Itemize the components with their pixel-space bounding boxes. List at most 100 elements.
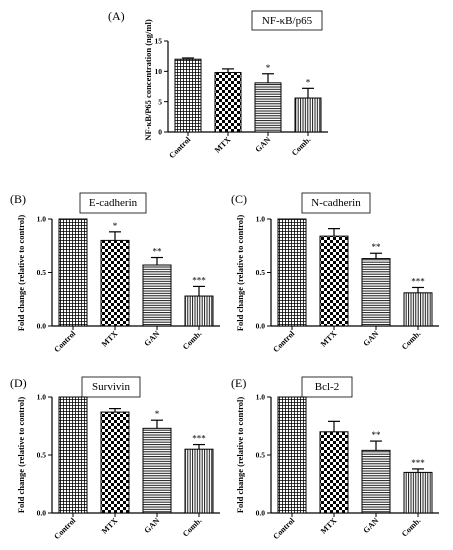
panel-a-category-label: GAN [253,135,272,154]
panel-e-bar-comb [403,471,433,514]
panel-e-category-label: MTX [319,516,339,536]
panel-d-category-label: Comb. [181,516,204,539]
panel-b-plot: 0.0 0.5 1.0 Control * MTX ** GAN *** Comb. [37,215,220,355]
panel-b-ytick-label: 1.0 [37,215,47,224]
panel-e-category-label: Comb. [400,516,423,539]
panel-b-significance: * [113,221,118,231]
panel-d: (D) Survivin Fold change (relative to co… [10,376,220,541]
panel-a-plot: 0 5 10 15 Control MTX * GAN * Comb. [155,37,328,161]
panel-b-letter: (B) [10,192,26,206]
panel-c-title-box [301,192,371,214]
panel-a: (A) NF-κB/p65 NF-κB/P65 concentration (n… [108,9,328,160]
panel-e-letter: (E) [231,376,246,390]
panel-e-ytick-label: 1.0 [256,393,266,402]
panel-b-significance: ** [153,247,163,257]
panel-c-bar-mtx [319,235,349,327]
panel-e-title: Bcl-2 [315,381,339,393]
panel-b-title: E-cadherin [89,197,138,209]
panel-e-bar-mtx [319,431,349,514]
panel-e-ylabel-text: Fold change (relative to control) [235,397,245,513]
panel-e-plot: 0.0 0.5 1.0 Control MTX ** GAN *** Comb. [256,393,439,542]
panel-a-category-label: Control [167,135,193,161]
panel-d-bar-mtx [100,411,130,514]
panel-d-category-label: GAN [142,516,161,535]
panel-d-ylabel-text: Fold change (relative to control) [16,397,26,513]
panel-c-bar-control [277,218,307,327]
panel-a-category-label: MTX [213,135,233,155]
panel-a-significance: * [306,77,311,87]
panel-e-ylabel: Fold change (relative to control) [235,397,245,513]
panel-d-bar-comb [184,448,214,514]
panel-c-ytick-label: 0.5 [256,268,266,277]
panel-c-significance: *** [411,276,425,286]
panel-a-category-label: Comb. [290,135,313,158]
panel-a-bar-gan [254,82,282,133]
panel-c-title: N-cadherin [311,197,361,209]
panel-d-ytick-label: 1.0 [37,393,47,402]
panel-b-bar-mtx [100,239,130,327]
panel-a-ytick-label: 0 [158,128,162,137]
panel-b-significance: *** [192,275,206,285]
panel-c-category-label: Comb. [400,329,423,352]
panel-a-ylabel: NF-κB/P65 concentration (ng/ml) [143,19,153,141]
panel-a-bar-comb [294,97,322,133]
panel-d-category-label: MTX [100,516,120,536]
panel-d-ytick-label: 0.0 [37,509,47,518]
panel-a-ytick-label: 5 [158,97,162,106]
panel-c-bar-gan [361,258,391,327]
panel-e: (E) Bcl-2 Fold change (relative to contr… [231,376,439,541]
panel-d-title-box [81,376,141,398]
panel-b-ylabel: Fold change (relative to control) [16,215,26,331]
panel-a-bar-mtx [214,72,242,133]
panel-b-title-box [79,192,147,214]
panel-a-title-box [251,10,323,31]
panel-d-ylabel: Fold change (relative to control) [16,397,26,513]
panel-c: (C) N-cadherin Fold change (relative to … [231,192,439,354]
panel-c-plot: 0.0 0.5 1.0 Control MTX ** GAN *** Comb. [256,215,439,355]
panel-a-significance: * [266,63,271,73]
panel-c-category-label: Control [271,329,297,355]
panel-d-significance: *** [192,434,206,444]
panel-a-ytick-label: 15 [155,37,163,46]
panel-d-letter: (D) [10,376,27,390]
panel-a-letter: (A) [108,9,125,23]
panel-b-ytick-label: 0.0 [37,322,47,331]
panel-d-significance: * [155,409,160,419]
panel-b-category-label: Comb. [181,329,204,352]
panel-e-bar-gan [361,449,391,514]
panel-b-ytick-label: 0.5 [37,268,47,277]
panel-c-ylabel-text: Fold change (relative to control) [235,215,245,331]
panel-c-bar-comb [403,292,433,327]
panel-c-ytick-label: 0.0 [256,322,266,331]
panel-b: (B) E-cadherin Fold change (relative to … [10,192,220,354]
panel-e-category-label: Control [271,516,297,542]
panel-e-category-label: GAN [361,516,380,535]
panel-a-ytick-label: 10 [155,67,163,76]
panel-b-ylabel-text: Fold change (relative to control) [16,215,26,331]
panel-b-bar-comb [184,295,214,327]
panel-d-plot: 0.0 0.5 1.0 Control MTX * GAN *** Comb. [37,393,220,542]
panel-d-title: Survivin [92,381,130,393]
panel-e-ytick-label: 0.5 [256,451,266,460]
panel-e-significance: ** [372,430,382,440]
panel-e-significance: *** [411,458,425,468]
panel-d-ytick-label: 0.5 [37,451,47,460]
panel-e-ytick-label: 0.0 [256,509,266,518]
panel-d-bar-gan [142,427,172,514]
panel-c-ytick-label: 1.0 [256,215,266,224]
panel-b-category-label: Control [52,329,78,355]
panel-c-significance: ** [372,242,382,252]
panel-c-ylabel: Fold change (relative to control) [235,215,245,331]
panel-b-category-label: MTX [100,329,120,349]
panel-c-category-label: GAN [361,329,380,348]
panel-c-letter: (C) [231,192,247,206]
panel-d-bar-control [58,396,88,514]
panel-e-bar-control [277,396,307,514]
panel-d-category-label: Control [52,516,78,542]
panel-a-title: NF-κB/p65 [262,15,313,27]
panel-b-bar-control [58,218,88,327]
panel-b-bar-gan [142,264,172,327]
panel-a-bar-control [174,58,202,133]
panel-c-category-label: MTX [319,329,339,349]
